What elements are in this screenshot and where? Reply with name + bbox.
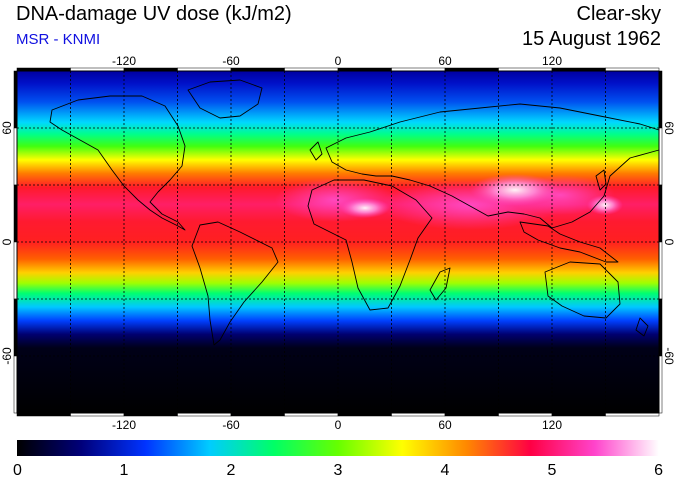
- africa-outline: [307, 179, 433, 311]
- graticule: [17, 71, 659, 413]
- greenland-outline: [187, 79, 263, 119]
- north-america-outline: [49, 95, 186, 231]
- new-zealand-outline: [635, 317, 649, 337]
- lon-tick-label-bottom: -120: [112, 418, 136, 432]
- lat-tick-label-left: 60: [0, 121, 14, 135]
- colorbar-tick-label: 5: [548, 462, 557, 479]
- lat-tick-label-right: 60: [662, 121, 676, 135]
- lon-tick-label-top: -60: [222, 54, 240, 68]
- lon-tick-label-bottom: -60: [222, 418, 240, 432]
- lat-tick-label-right: 0: [662, 239, 676, 246]
- axis-labels: -120 -120 -60 -60 0 0 60 60 120 120 60 60 0 0 -60 -60: [0, 54, 676, 432]
- british-isles-outline: [309, 141, 323, 161]
- source-label: MSR - KNMI: [16, 31, 101, 48]
- indonesia-outline: [519, 221, 619, 263]
- colorbar-tick-label: 4: [441, 462, 450, 479]
- lon-tick-label-top: 0: [335, 54, 342, 68]
- map-border: [16, 70, 660, 414]
- lon-tick-label-bottom: 120: [542, 418, 562, 432]
- date-label: 15 August 1962: [521, 28, 661, 50]
- colorbar: [17, 440, 659, 456]
- australia-outline: [544, 261, 621, 319]
- colorbar-tick-label: 1: [120, 462, 129, 479]
- colorbar-tick-label: 2: [227, 462, 236, 479]
- uv-peak-tibet: [470, 174, 560, 206]
- south-america-outline: [191, 221, 279, 346]
- coastlines: [49, 79, 660, 346]
- lat-tick-label-left: -60: [0, 347, 14, 365]
- lon-tick-label-top: -120: [112, 54, 136, 68]
- map-frame: [13, 67, 663, 417]
- sky-condition-label: Clear-sky: [576, 3, 661, 25]
- colorbar-labels: 0 1 2 3 4 5 6: [13, 462, 663, 479]
- lon-tick-label-bottom: 0: [335, 418, 342, 432]
- lon-tick-label-top: 60: [438, 54, 452, 68]
- lon-tick-label-bottom: 60: [438, 418, 452, 432]
- lon-tick-label-top: 120: [542, 54, 562, 68]
- uv-peak-east: [587, 195, 623, 215]
- lat-tick-label-right: -60: [662, 347, 676, 365]
- lat-tick-label-left: 0: [0, 238, 14, 245]
- madagascar-outline: [429, 267, 451, 301]
- colorbar-tick-label: 0: [13, 462, 22, 479]
- colorbar-tick-label: 3: [334, 462, 343, 479]
- uv-peak-sahara: [340, 198, 390, 218]
- map-title: DNA-damage UV dose (kJ/m2): [16, 3, 292, 25]
- eurasia-outline: [325, 103, 660, 229]
- colorbar-tick-label: 6: [654, 462, 663, 479]
